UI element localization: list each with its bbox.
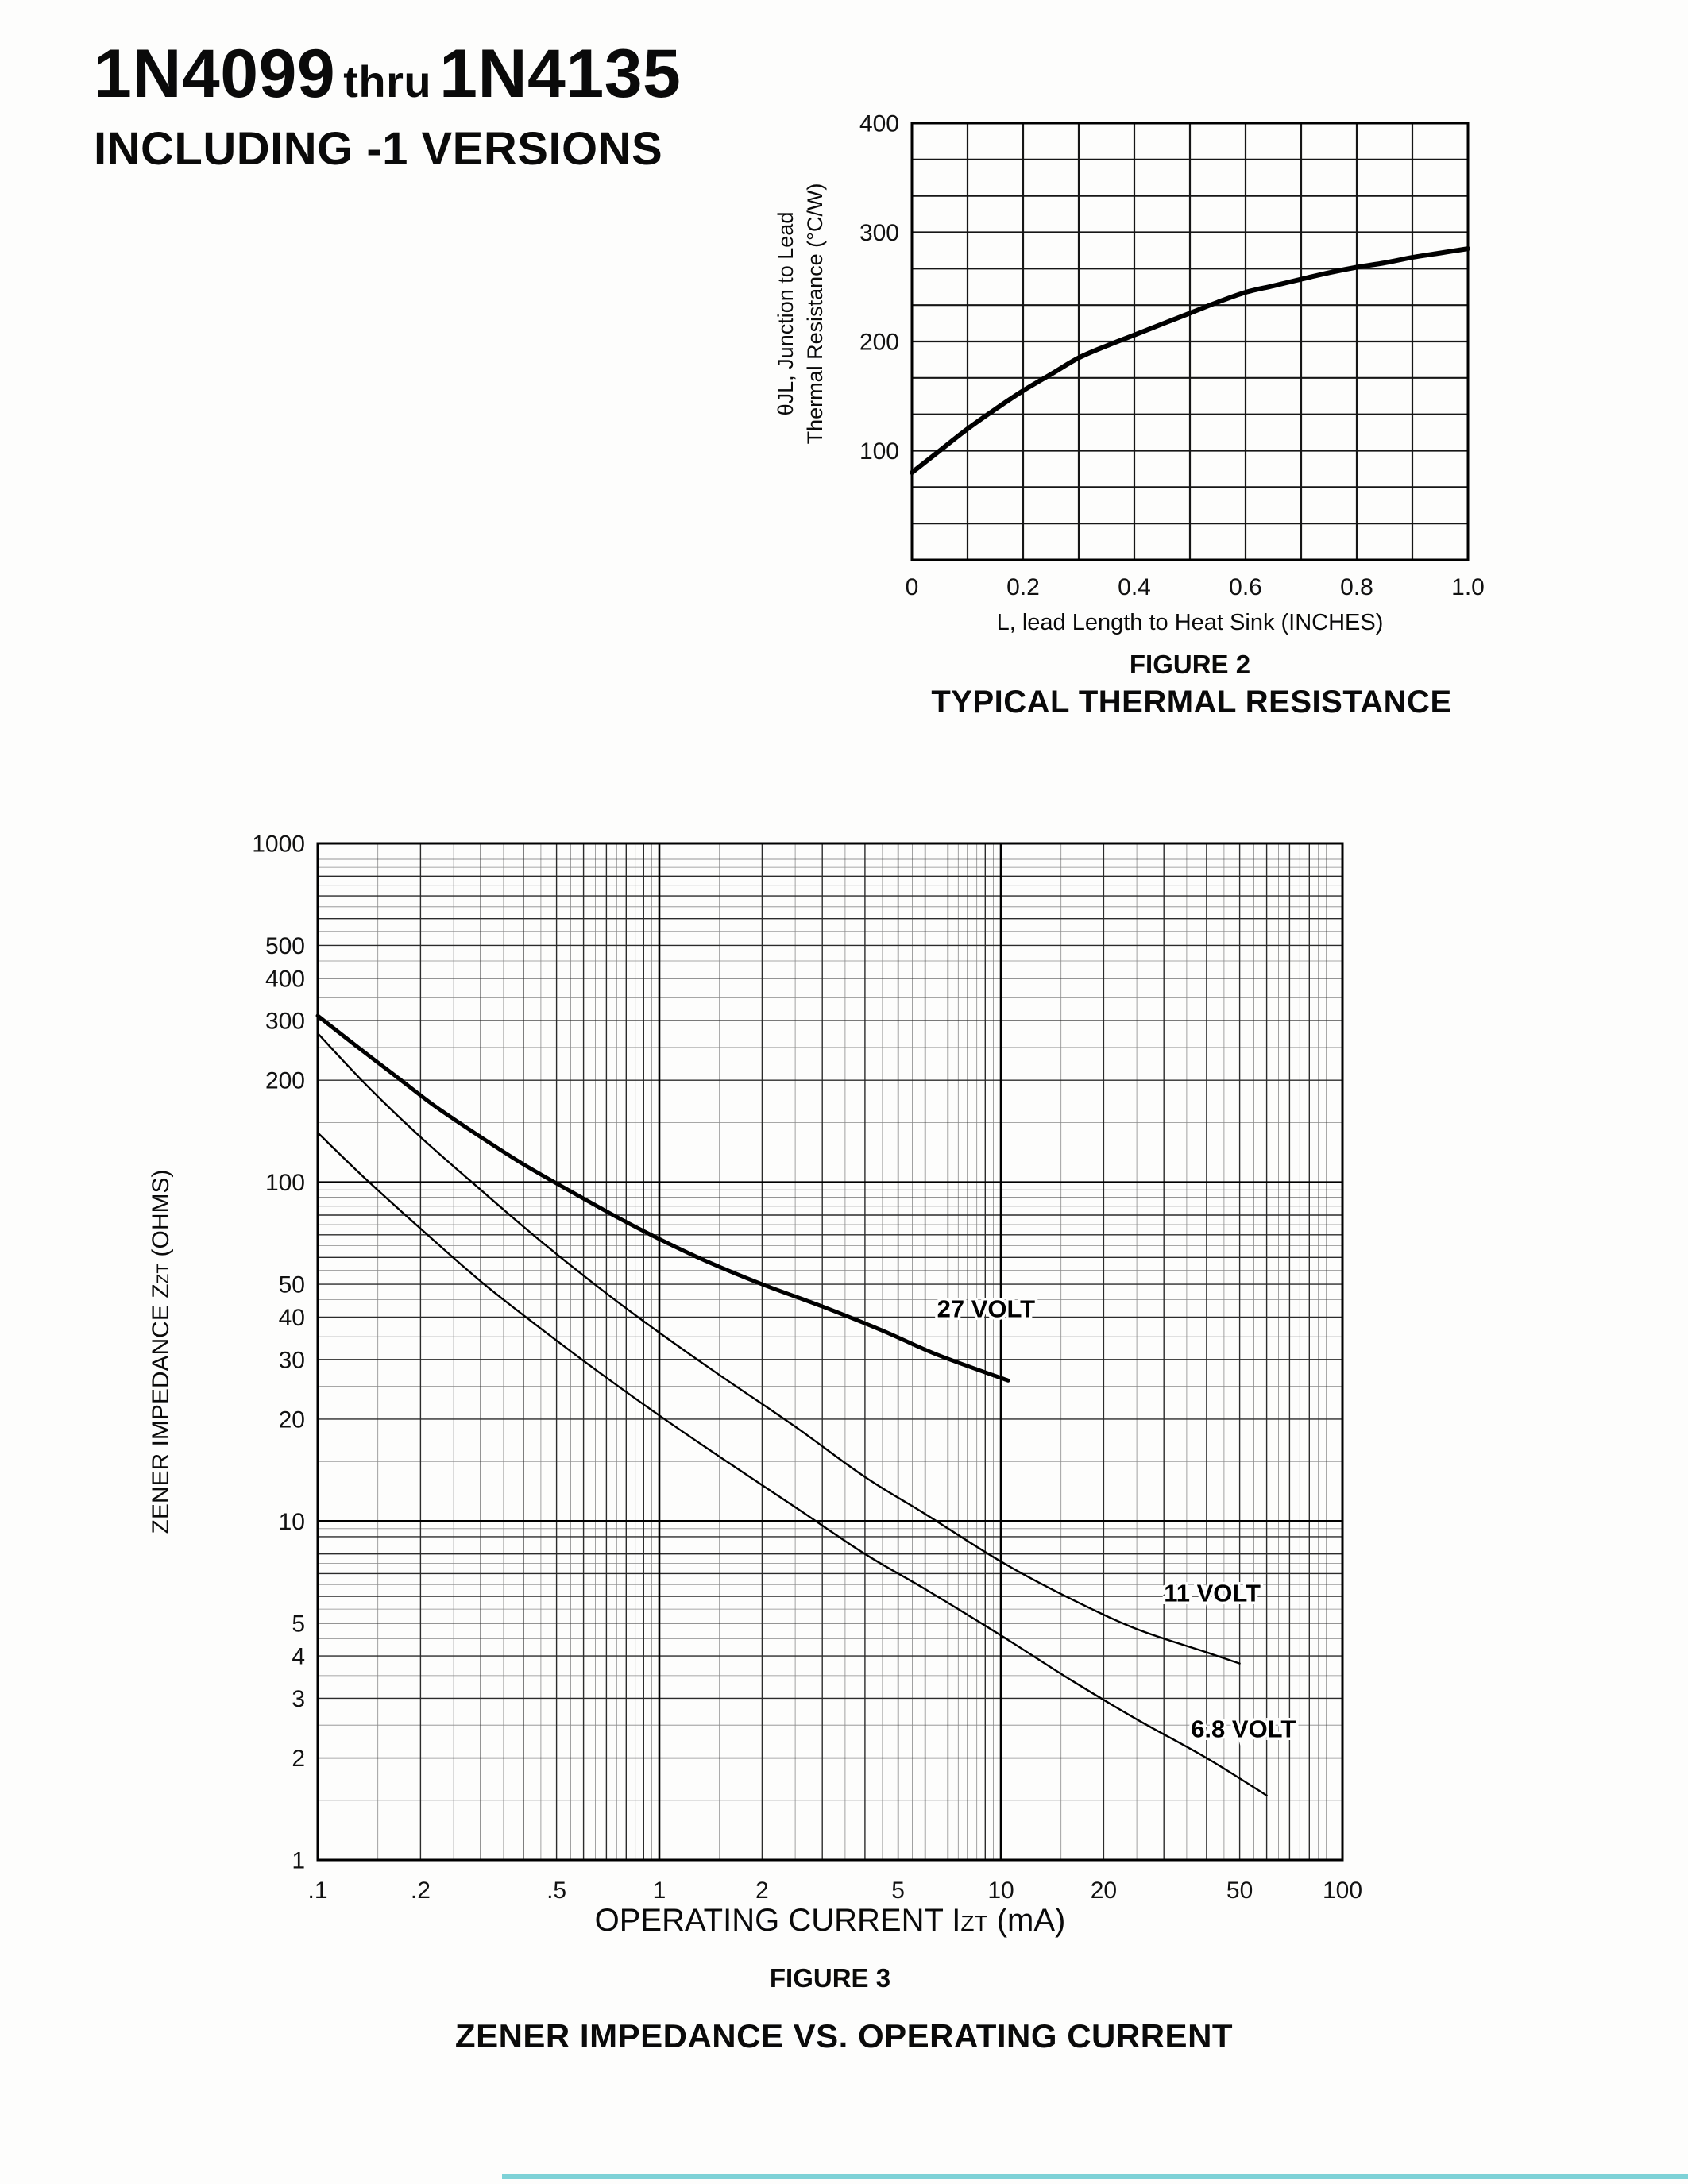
y-tick-label: 3 <box>292 1686 305 1712</box>
x-tick-label: 1 <box>653 1877 666 1904</box>
y-tick-label: 100 <box>859 438 899 465</box>
thermal-resistance-chart: 0 0.2 0.4 0.6 0.8 1.0 100 200 300 400 <box>859 111 1485 601</box>
series-11-volt <box>316 1032 1241 1665</box>
figure2-y-axis-label: θJL, Junction to Lead Thermal Resistance… <box>771 183 830 445</box>
x-tick-label: .1 <box>307 1877 327 1904</box>
part-number-end: 1N4135 <box>439 36 682 112</box>
curve-label: 27 VOLT <box>937 1295 1036 1323</box>
x-tick-label: 0 <box>906 574 919 600</box>
figure3-x-axis-label-text: OPERATING CURRENT I <box>594 1903 961 1938</box>
x-tick-label: 5 <box>891 1877 905 1904</box>
y-tick-label: 1000 <box>252 832 305 858</box>
page-subtitle: INCLUDING -1 VERSIONS <box>94 123 663 176</box>
page-title: 1N4099 thru 1N4135 <box>94 38 681 110</box>
figure2-y-axis-label-line1: θJL, Junction to Lead <box>774 211 798 416</box>
y-tick-label: 50 <box>279 1272 305 1298</box>
figure2-title: TYPICAL THERMAL RESISTANCE <box>931 685 1452 720</box>
x-tick-label: 20 <box>1091 1877 1117 1904</box>
figure2-caption: FIGURE 2 <box>1129 650 1251 679</box>
x-tick-label: 50 <box>1226 1877 1253 1904</box>
y-tick-label: 2 <box>292 1746 305 1772</box>
figure3-x-axis-label-subscript: ZT <box>960 1911 988 1935</box>
curve-label: 6.8 VOLT <box>1191 1715 1296 1743</box>
y-tick-label: 20 <box>279 1406 305 1433</box>
x-tick-label: 0.6 <box>1229 574 1262 600</box>
series-6-8-volt <box>316 1132 1268 1796</box>
figure3-y-axis-label-units: (OHMS) <box>148 1169 174 1264</box>
series-thermal-resistance <box>910 246 1470 475</box>
grid <box>910 122 1470 561</box>
zener-impedance-chart: 27 VOLT 11 VOLT 6.8 VOLT .1 .2 .5 1 2 5 10 20 50 100… <box>252 832 1362 1904</box>
y-tick-label: 200 <box>859 330 899 356</box>
part-number-start: 1N4099 <box>94 36 336 112</box>
y-tick-label: 200 <box>265 1068 305 1094</box>
curve-label: 11 VOLT <box>1164 1579 1261 1607</box>
y-tick-label: 30 <box>279 1347 305 1373</box>
figure2-x-axis-label: L, lead Length to Heat Sink (INCHES) <box>996 610 1384 635</box>
plot-border <box>316 842 1344 1862</box>
figure3-caption: FIGURE 3 <box>769 1963 891 1993</box>
y-tick-label: 400 <box>265 966 305 992</box>
y-tick-label: 400 <box>859 111 899 137</box>
scan-artifact-line <box>502 2174 1688 2179</box>
x-tick-label: 0.4 <box>1118 574 1151 600</box>
figure3-x-axis-label: OPERATING CURRENT IZT (mA) <box>318 1903 1342 1939</box>
grid <box>316 842 1344 1862</box>
y-tick-label: 100 <box>265 1170 305 1196</box>
x-tick-label: 1.0 <box>1451 574 1485 600</box>
series-27-volt <box>315 1013 1010 1383</box>
figure3-y-axis-label-subscript: ZT <box>154 1263 172 1284</box>
x-tick-label: 2 <box>755 1877 769 1904</box>
figure3-x-axis-label-units: (mA) <box>987 1903 1066 1938</box>
y-tick-label: 4 <box>292 1644 305 1670</box>
page-header: 1N4099 thru 1N4135 INCLUDING -1 VERSIONS <box>94 38 681 176</box>
x-tick-label: .5 <box>547 1877 566 1904</box>
figure3-title: ZENER IMPEDANCE VS. OPERATING CURRENT <box>454 2017 1234 2055</box>
plot-border <box>910 122 1470 561</box>
x-tick-label: .2 <box>411 1877 431 1904</box>
y-tick-label: 40 <box>279 1305 305 1331</box>
y-tick-label: 300 <box>265 1009 305 1035</box>
y-tick-label: 10 <box>279 1509 305 1535</box>
y-tick-label: 1 <box>292 1848 305 1874</box>
figure3-y-axis-label-text: ZENER IMPEDANCE Z <box>148 1283 174 1534</box>
figure2-y-axis-label-line2: Thermal Resistance (°C/W) <box>803 183 827 445</box>
y-tick-label: 500 <box>265 933 305 959</box>
x-tick-label: 100 <box>1323 1877 1362 1904</box>
figure3-y-axis-label: ZENER IMPEDANCE ZZT (OHMS) <box>148 1169 175 1534</box>
y-tick-label: 5 <box>292 1611 305 1637</box>
title-thru: thru <box>343 56 432 106</box>
x-tick-label: 10 <box>987 1877 1014 1904</box>
y-tick-label: 300 <box>859 220 899 246</box>
x-tick-label: 0.2 <box>1006 574 1040 600</box>
x-tick-label: 0.8 <box>1340 574 1373 600</box>
